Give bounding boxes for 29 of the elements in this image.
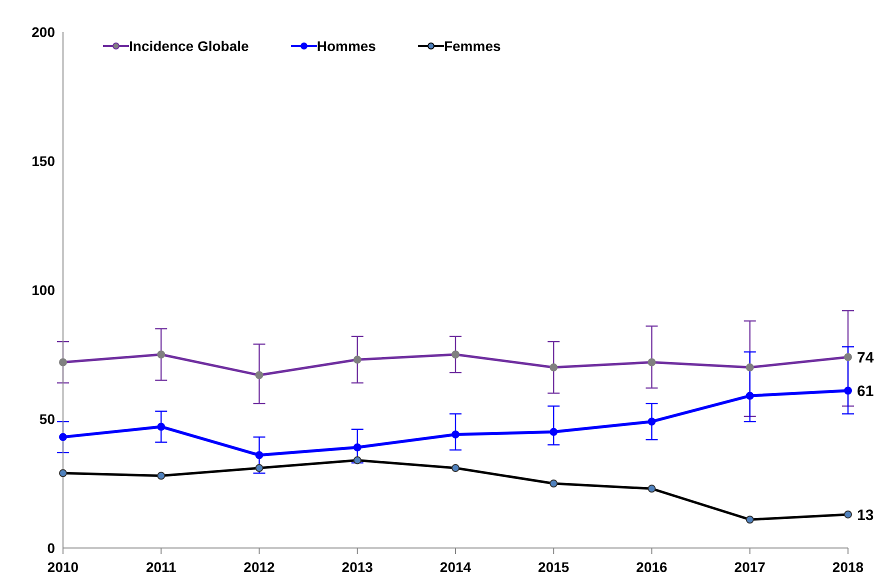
x-tick-label: 2011 — [146, 558, 177, 575]
y-tick-label: 100 — [32, 282, 56, 298]
x-tick-label: 2015 — [538, 558, 570, 575]
x-tick-label: 2018 — [832, 558, 864, 575]
point — [844, 386, 852, 395]
point — [452, 430, 460, 438]
point — [648, 418, 656, 426]
y-tick-label: 150 — [32, 152, 56, 169]
point — [550, 428, 558, 436]
x-tick-label: 2012 — [244, 558, 276, 575]
point — [255, 451, 264, 460]
legend-label: Hommes — [316, 38, 376, 54]
y-tick-label: 200 — [32, 24, 56, 40]
legend-label: Incidence Globale — [129, 38, 249, 54]
point — [353, 443, 362, 452]
point — [746, 392, 754, 400]
y-tick-label: 50 — [39, 410, 56, 427]
x-tick-label: 2014 — [440, 558, 472, 575]
legend-label: Femmes — [444, 38, 501, 54]
y-tick-label: 0 — [47, 540, 56, 556]
x-tick-label: 2010 — [47, 558, 79, 575]
point — [59, 433, 67, 442]
x-tick-label: 2013 — [342, 558, 374, 575]
data-label: 74 — [857, 349, 874, 366]
point — [157, 422, 166, 431]
x-tick-label: 2017 — [734, 558, 766, 575]
x-tick-label: 2016 — [636, 558, 668, 575]
data-label: 13 — [857, 506, 874, 524]
data-label: 61 — [857, 382, 874, 400]
